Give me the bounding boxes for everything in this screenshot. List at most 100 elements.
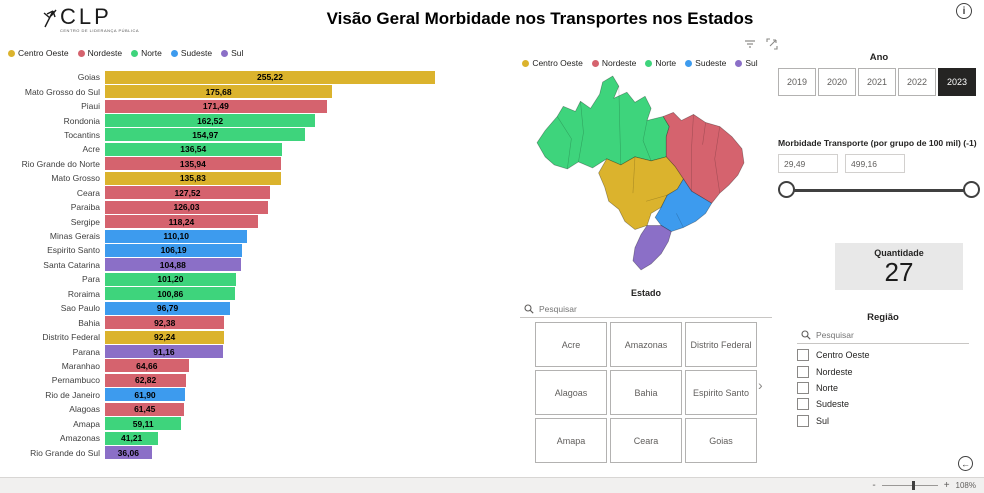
bar[interactable]: 61,90 bbox=[105, 388, 186, 402]
logo-brand: CLP bbox=[60, 4, 112, 29]
regiao-option[interactable]: Nordeste bbox=[797, 363, 969, 379]
regiao-option[interactable]: Sul bbox=[797, 413, 969, 429]
bar[interactable]: 59,11 bbox=[105, 417, 182, 431]
year-button[interactable]: 2019 bbox=[778, 68, 816, 96]
bar[interactable]: 136,54 bbox=[105, 142, 282, 156]
slider-min-input[interactable] bbox=[778, 154, 838, 173]
bar[interactable]: 104,88 bbox=[105, 258, 241, 272]
estado-button[interactable]: Goias bbox=[685, 418, 757, 463]
legend-dot-icon bbox=[645, 59, 653, 67]
bar-track: 135,83 bbox=[105, 171, 435, 185]
legend-label: Nordeste bbox=[87, 48, 123, 58]
clp-logo-icon bbox=[43, 9, 57, 28]
range-handle-max[interactable] bbox=[963, 181, 980, 198]
regiao-option[interactable]: Norte bbox=[797, 380, 969, 396]
estado-button[interactable]: Alagoas bbox=[535, 370, 607, 415]
regiao-search-input[interactable] bbox=[816, 330, 936, 340]
bar-track: 41,21 bbox=[105, 431, 435, 445]
checkbox[interactable] bbox=[797, 381, 809, 394]
estado-button[interactable]: Bahia bbox=[610, 370, 682, 415]
focus-mode-icon[interactable] bbox=[766, 38, 778, 50]
checkbox[interactable] bbox=[797, 414, 809, 427]
regiao-slicer: Região Centro Oeste Nordeste Norte Sudeste S… bbox=[797, 312, 969, 429]
estado-scroll-right-icon[interactable]: › bbox=[758, 377, 763, 393]
map-region-nordeste[interactable] bbox=[662, 112, 745, 204]
year-button[interactable]: 2022 bbox=[898, 68, 936, 96]
bar[interactable]: 126,03 bbox=[105, 200, 268, 214]
year-button[interactable]: 2020 bbox=[818, 68, 856, 96]
bar[interactable]: 154,97 bbox=[105, 128, 306, 142]
range-handle-min[interactable] bbox=[778, 181, 795, 198]
bar[interactable]: 135,94 bbox=[105, 157, 281, 171]
bar[interactable]: 96,79 bbox=[105, 301, 231, 315]
map-region-sudeste[interactable] bbox=[654, 178, 713, 232]
bar[interactable]: 127,52 bbox=[105, 186, 270, 200]
regiao-search[interactable] bbox=[797, 328, 969, 344]
bar[interactable]: 101,20 bbox=[105, 272, 236, 286]
map-region-sul[interactable] bbox=[632, 225, 672, 271]
bar-category-label: Pernambuco bbox=[51, 375, 100, 386]
bar[interactable]: 92,38 bbox=[105, 316, 225, 330]
zoom-slider-thumb[interactable] bbox=[911, 481, 915, 490]
chart-legend-item[interactable]: Sul bbox=[221, 48, 243, 58]
zoom-in-button[interactable]: + bbox=[943, 480, 950, 491]
regiao-option[interactable]: Centro Oeste bbox=[797, 347, 969, 363]
bar-value-label: 175,68 bbox=[205, 86, 232, 97]
estado-button[interactable]: Ceara bbox=[610, 418, 682, 463]
bar[interactable]: 255,22 bbox=[105, 70, 435, 84]
map-legend-item[interactable]: Nordeste bbox=[591, 58, 636, 68]
map-legend-item[interactable]: Centro Oeste bbox=[522, 58, 583, 68]
brazil-region-map bbox=[510, 70, 768, 288]
checkbox[interactable] bbox=[797, 349, 809, 362]
chart-legend-item[interactable]: Nordeste bbox=[77, 48, 123, 58]
chart-legend-item[interactable]: Centro Oeste bbox=[8, 48, 69, 58]
bar[interactable]: 110,10 bbox=[105, 229, 248, 243]
estado-button[interactable]: Espirito Santo bbox=[685, 370, 757, 415]
map-region-norte[interactable] bbox=[536, 75, 670, 170]
bar-track: 100,86 bbox=[105, 287, 435, 301]
map-legend-item[interactable]: Norte bbox=[645, 58, 676, 68]
bar-track: 135,94 bbox=[105, 157, 435, 171]
bar[interactable]: 41,21 bbox=[105, 431, 159, 445]
zoom-out-button[interactable]: - bbox=[872, 480, 876, 491]
info-icon[interactable]: i bbox=[956, 3, 972, 19]
bar[interactable]: 100,86 bbox=[105, 287, 236, 301]
bar[interactable]: 135,83 bbox=[105, 171, 281, 185]
slider-max-input[interactable] bbox=[845, 154, 905, 173]
bar[interactable]: 171,49 bbox=[105, 99, 327, 113]
bar[interactable]: 175,68 bbox=[105, 85, 333, 99]
bar[interactable]: 62,82 bbox=[105, 373, 187, 387]
checkbox[interactable] bbox=[797, 398, 809, 411]
estado-button[interactable]: Amazonas bbox=[610, 322, 682, 367]
bar-category-label: Maranhao bbox=[61, 360, 100, 371]
bar[interactable]: 64,66 bbox=[105, 359, 189, 373]
regiao-option[interactable]: Sudeste bbox=[797, 396, 969, 412]
bar-category-label: Amapa bbox=[73, 418, 100, 429]
checkbox[interactable] bbox=[797, 365, 809, 378]
range-track[interactable] bbox=[786, 189, 972, 192]
ano-slicer: Ano 2019 2020 2021 2022 2023 bbox=[778, 52, 980, 96]
bar[interactable]: 91,16 bbox=[105, 345, 223, 359]
filter-icon[interactable] bbox=[744, 38, 756, 50]
bar[interactable]: 61,45 bbox=[105, 402, 185, 416]
map-legend-item[interactable]: Sul bbox=[735, 58, 758, 68]
back-arrow-icon[interactable]: ← bbox=[958, 456, 973, 471]
bar[interactable]: 162,52 bbox=[105, 114, 316, 128]
map-legend-item[interactable]: Sudeste bbox=[685, 58, 726, 68]
year-button[interactable]: 2023 bbox=[938, 68, 976, 96]
bar-track: 118,24 bbox=[105, 215, 435, 229]
bar[interactable]: 118,24 bbox=[105, 215, 258, 229]
bar[interactable]: 106,19 bbox=[105, 243, 243, 257]
bar-row: Minas Gerais 110,10 bbox=[4, 229, 450, 243]
year-button[interactable]: 2021 bbox=[858, 68, 896, 96]
estado-search-input[interactable] bbox=[539, 304, 659, 314]
chart-legend-item[interactable]: Sudeste bbox=[170, 48, 212, 58]
estado-search[interactable] bbox=[520, 302, 772, 318]
bar[interactable]: 36,06 bbox=[105, 446, 152, 460]
bar[interactable]: 92,24 bbox=[105, 330, 225, 344]
estado-button[interactable]: Amapa bbox=[535, 418, 607, 463]
zoom-slider[interactable] bbox=[881, 481, 938, 490]
chart-legend-item[interactable]: Norte bbox=[131, 48, 162, 58]
estado-button[interactable]: Distrito Federal bbox=[685, 322, 757, 367]
estado-button[interactable]: Acre bbox=[535, 322, 607, 367]
